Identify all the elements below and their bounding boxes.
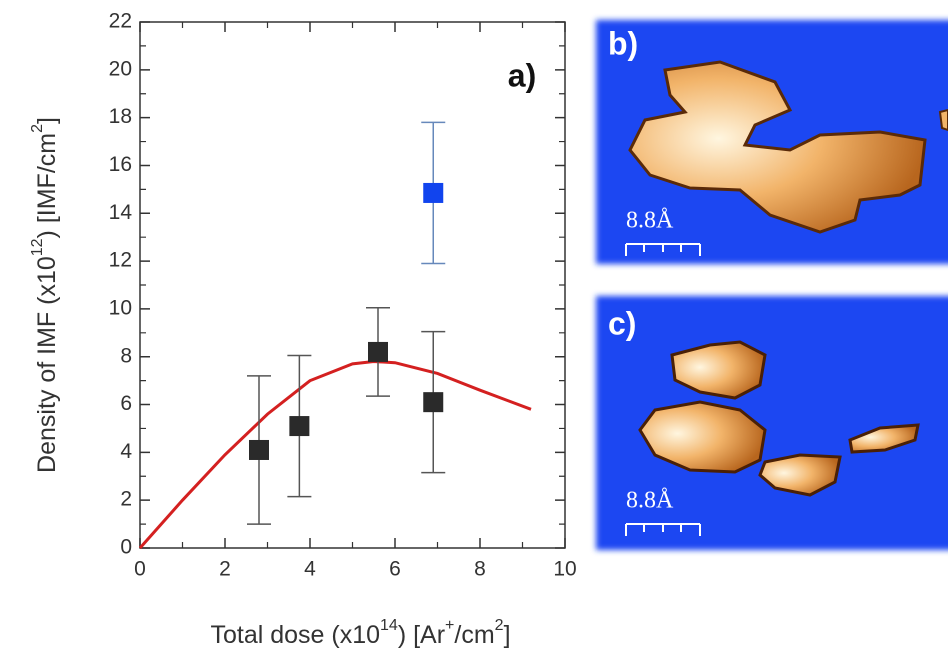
- y-tick-label: 2: [120, 488, 132, 511]
- data-point: [423, 392, 443, 412]
- label-part: /cm: [454, 621, 494, 649]
- chart-title: a): [508, 57, 536, 93]
- x-tick-label: 10: [553, 558, 576, 581]
- scale-label: 8.8Å: [626, 208, 674, 234]
- label-part: 14: [380, 617, 398, 634]
- molecule-image: [940, 110, 948, 130]
- panel-label: c): [608, 305, 636, 341]
- label-part: 2: [495, 617, 504, 634]
- label-part: Total dose (x10: [210, 621, 380, 649]
- y-tick-label: 6: [120, 392, 132, 415]
- data-point: [249, 440, 269, 460]
- label-part: ]: [33, 117, 61, 124]
- label-part: 12: [29, 238, 46, 256]
- y-tick-label: 14: [109, 201, 133, 224]
- y-tick-label: 8: [120, 344, 132, 367]
- data-point: [423, 183, 443, 203]
- data-point: [289, 416, 309, 436]
- x-tick-label: 8: [474, 558, 486, 581]
- y-tick-label: 20: [109, 57, 132, 80]
- y-tick-label: 22: [109, 10, 132, 33]
- x-axis-label: Total dose (x1014) [Ar+/cm2]: [210, 617, 510, 648]
- label-part: +: [445, 617, 454, 634]
- panel-b: b) 8.8Å: [596, 20, 948, 264]
- label-part: Density of IMF (x10: [33, 256, 61, 473]
- label-part: ) [Ar: [398, 621, 445, 649]
- plot-frame: [140, 22, 565, 548]
- x-tick-label: 0: [134, 558, 146, 581]
- panel-c: c) 8.8Å: [596, 296, 948, 550]
- y-tick-label: 4: [120, 440, 132, 463]
- figure: a) b) 8.8Å c) 8.8Å 0 2 4 6 8 10 0 2 4 6 8 10 12 14 16 1…: [0, 0, 948, 659]
- x-tick-label: 4: [304, 558, 316, 581]
- fit-curve: [140, 362, 531, 548]
- data-point: [368, 342, 388, 362]
- label-part: ) [IMF/cm: [33, 133, 61, 239]
- scale-label: 8.8Å: [626, 488, 674, 514]
- x-tick-label: 6: [389, 558, 401, 581]
- y-tick-label: 10: [109, 296, 132, 319]
- label-part: 2: [29, 124, 46, 133]
- label-part: ]: [504, 621, 511, 649]
- y-tick-label: 12: [109, 249, 132, 272]
- y-tick-label: 18: [109, 105, 132, 128]
- x-tick-label: 2: [219, 558, 231, 581]
- y-tick-label: 0: [120, 536, 132, 559]
- y-tick-label: 16: [109, 153, 132, 176]
- panel-label: b): [608, 25, 638, 61]
- y-axis-label: Density of IMF (x1012) [IMF/cm2]: [29, 117, 60, 473]
